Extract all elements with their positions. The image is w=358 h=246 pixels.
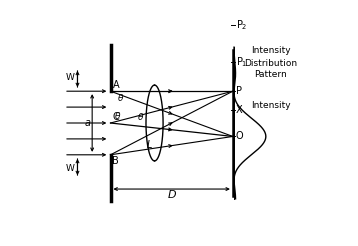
Text: P$_2$: P$_2$ [236, 18, 247, 32]
Text: $\theta$: $\theta$ [114, 110, 121, 121]
Text: W: W [66, 73, 74, 82]
Text: Intensity: Intensity [251, 46, 291, 55]
Text: C: C [112, 112, 119, 122]
Text: P$_1$: P$_1$ [236, 55, 247, 69]
Text: X: X [236, 105, 242, 115]
Text: A: A [112, 80, 119, 90]
Text: O: O [236, 131, 243, 141]
Text: $\theta$: $\theta$ [117, 92, 124, 103]
Text: B: B [112, 156, 119, 166]
Text: Pattern: Pattern [254, 70, 287, 78]
Text: P: P [236, 86, 242, 96]
Text: Distribution: Distribution [244, 59, 297, 68]
Text: $\theta$: $\theta$ [137, 111, 145, 122]
Text: L: L [147, 140, 153, 150]
Text: W: W [66, 164, 74, 173]
Text: D: D [167, 190, 176, 200]
Text: Intensity: Intensity [251, 101, 291, 110]
Text: a: a [85, 118, 91, 128]
